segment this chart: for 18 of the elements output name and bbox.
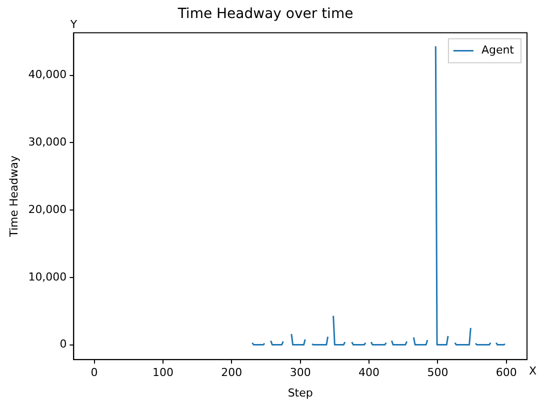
x-tick-label: 100: [152, 366, 174, 380]
x-tick-label: 500: [427, 366, 448, 380]
x-tick-label: 400: [358, 366, 380, 380]
y-tick-label: 40,000: [28, 68, 67, 82]
legend-label: Agent: [481, 44, 515, 57]
x-tick-label: 0: [90, 366, 98, 380]
y-axis-title: Time Headway: [7, 155, 20, 238]
text: X: [529, 364, 537, 378]
x-axis-title: Step: [288, 386, 313, 400]
x-tick-label: 600: [496, 366, 517, 380]
text: Y: [69, 18, 78, 32]
y-tick-label: 10,000: [28, 270, 67, 284]
chart-title: Time Headway over time: [176, 6, 354, 22]
y-tick-label: 20,000: [28, 202, 67, 216]
x-tick-label: 300: [290, 366, 311, 380]
y-tick-label: 0: [60, 338, 67, 351]
y-tick-label: 30,000: [28, 135, 67, 148]
x-tick-label: 200: [221, 366, 242, 380]
